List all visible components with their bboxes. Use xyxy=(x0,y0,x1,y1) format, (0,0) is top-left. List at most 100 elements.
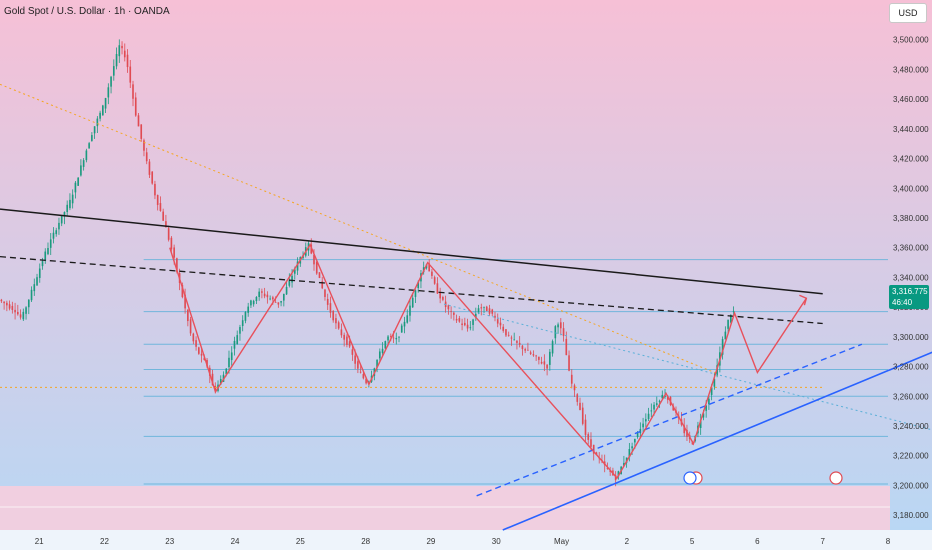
candle-body xyxy=(49,239,52,248)
y-tick-label: 3,460.000 xyxy=(893,95,929,104)
candle-body xyxy=(400,325,403,333)
candle-body xyxy=(236,335,239,345)
y-tick-label: 3,340.000 xyxy=(893,273,929,282)
candle-body xyxy=(167,228,170,240)
candle-body xyxy=(431,271,433,276)
currency-unit-button[interactable]: USD xyxy=(889,3,927,23)
candle-body xyxy=(592,444,595,454)
candle-body xyxy=(439,292,441,299)
candle-body xyxy=(77,177,79,186)
candle-body xyxy=(293,269,296,274)
candle-body xyxy=(329,303,332,313)
candle-body xyxy=(41,261,44,267)
x-tick-label: 25 xyxy=(296,537,305,546)
candle-body xyxy=(123,50,126,58)
candle-body xyxy=(614,475,617,481)
candle-body xyxy=(565,338,568,356)
x-tick-label: 8 xyxy=(886,537,891,546)
candle-body xyxy=(639,428,642,434)
candle-body xyxy=(69,199,71,209)
candle-body xyxy=(570,374,573,384)
candle-body xyxy=(365,378,367,384)
candle-body xyxy=(22,311,25,320)
candle-body xyxy=(74,182,77,193)
candle-body xyxy=(521,345,524,350)
candle-body xyxy=(318,272,321,278)
candle-body xyxy=(230,352,233,361)
candle-body xyxy=(71,194,74,204)
candle-body xyxy=(559,322,562,329)
y-tick-label: 3,360.000 xyxy=(893,244,929,253)
candle-body xyxy=(538,356,540,360)
candle-body xyxy=(406,315,409,323)
candle-body xyxy=(351,349,354,355)
candle-body xyxy=(488,308,491,314)
candle-body xyxy=(417,281,420,289)
candle-body xyxy=(195,340,197,347)
candle-body xyxy=(505,329,507,336)
candle-body xyxy=(219,378,222,385)
candle-body xyxy=(532,354,535,356)
candle-body xyxy=(288,280,291,286)
candle-body xyxy=(335,318,337,324)
candle-body xyxy=(263,293,266,297)
current-price-value: 3,316.775 xyxy=(892,287,928,296)
candle-body xyxy=(392,337,395,339)
candle-body xyxy=(197,347,200,354)
candle-body xyxy=(480,307,483,309)
candle-body xyxy=(189,319,192,334)
candle-body xyxy=(269,298,271,300)
candle-body xyxy=(513,339,516,341)
bottom-band xyxy=(0,486,890,530)
candle-body xyxy=(173,247,175,258)
candle-body xyxy=(239,327,241,334)
y-tick-label: 3,500.000 xyxy=(893,36,929,45)
candle-body xyxy=(148,161,151,175)
candle-body xyxy=(708,398,710,405)
candle-body xyxy=(107,87,110,98)
candle-body xyxy=(433,277,436,284)
candle-body xyxy=(617,471,620,477)
zigzag-projection xyxy=(169,243,807,480)
candle-body xyxy=(461,323,463,326)
candle-body xyxy=(187,309,189,322)
candle-body xyxy=(11,305,14,310)
candle-body xyxy=(115,54,118,67)
cyan-dotted-trendline xyxy=(443,303,932,431)
y-tick-label: 3,180.000 xyxy=(893,511,929,520)
candle-body xyxy=(658,400,661,402)
candle-body xyxy=(337,322,340,329)
orange-dotted-trendline xyxy=(0,83,719,375)
candle-body xyxy=(543,361,546,365)
candle-body xyxy=(104,98,107,109)
candle-body xyxy=(710,387,713,395)
candle-body xyxy=(27,299,30,308)
candle-body xyxy=(359,371,362,373)
economic-event-icon[interactable] xyxy=(683,471,697,485)
candle-body xyxy=(132,84,134,99)
candle-body xyxy=(579,402,581,411)
candle-body xyxy=(713,378,716,387)
candle-body xyxy=(535,355,537,357)
candle-body xyxy=(549,351,551,365)
candle-body xyxy=(483,306,485,308)
candle-body xyxy=(581,407,584,424)
candle-body xyxy=(376,359,378,368)
candle-body xyxy=(721,339,724,355)
candle-body xyxy=(354,355,356,364)
candle-body xyxy=(151,171,154,184)
x-tick-label: 2 xyxy=(625,537,630,546)
candle-body xyxy=(33,284,36,292)
candle-body xyxy=(277,302,280,305)
event-icons[interactable] xyxy=(683,471,843,485)
candle-body xyxy=(233,340,236,349)
economic-event-icon[interactable] xyxy=(829,471,843,485)
candle-body xyxy=(568,355,570,371)
candle-body xyxy=(647,413,650,420)
x-tick-label: 21 xyxy=(35,537,44,546)
candle-body xyxy=(628,449,631,458)
x-tick-label: 6 xyxy=(755,537,760,546)
candle-body xyxy=(516,340,518,343)
candle-body xyxy=(102,105,104,116)
